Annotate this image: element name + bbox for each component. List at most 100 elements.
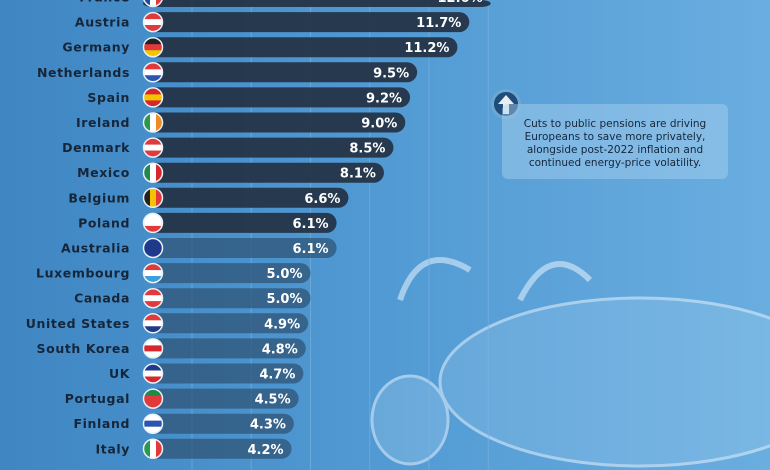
value-label: 4.9% (264, 317, 300, 332)
bar-row: Austria 11.7% (75, 11, 470, 33)
category-label: Austria (75, 15, 130, 30)
category-label: Denmark (62, 140, 130, 155)
bar-row: Finland 4.3% (74, 413, 294, 434)
bar (143, 313, 309, 334)
bar (143, 212, 337, 233)
flag-icon (142, 137, 164, 158)
value-label: 6.6% (304, 192, 340, 207)
value-label: 4.5% (255, 393, 291, 408)
category-label: Canada (74, 291, 130, 306)
flag-icon (142, 388, 164, 409)
category-label: Belgium (68, 190, 130, 205)
value-label: 4.7% (259, 368, 295, 383)
category-label: Italy (96, 441, 131, 456)
bar-row: Canada 5.0% (74, 287, 311, 309)
category-label: Germany (62, 40, 130, 55)
category-label: Spain (87, 90, 130, 105)
value-label: 11.7% (416, 16, 461, 31)
category-label: Poland (78, 215, 130, 230)
bar-row: Italy 4.2% (96, 438, 292, 460)
flag-icon (142, 212, 164, 234)
value-label: 6.1% (293, 242, 329, 257)
bar-row: Belgium 6.6% (68, 187, 349, 209)
flag-icon (143, 0, 163, 8)
bar-row: Luxembourg 5.0% (36, 262, 311, 284)
bar (143, 0, 491, 7)
category-label: UK (109, 366, 131, 381)
bar (143, 438, 292, 459)
bar (143, 363, 304, 384)
bar-row: Portugal 4.5% (65, 388, 299, 409)
bar (143, 162, 384, 183)
bar (143, 112, 406, 133)
flag-icon (142, 338, 164, 359)
bar (143, 87, 411, 108)
flag-icon (142, 438, 164, 460)
flag-icon (142, 313, 164, 334)
bar-row: Spain 9.2% (87, 87, 411, 108)
flag-icon (142, 36, 164, 58)
piggy-bank-illustration (370, 257, 770, 468)
category-label: United States (26, 316, 130, 331)
value-label: 5.0% (266, 292, 302, 307)
flag-icon (142, 237, 164, 259)
bar-row: Ireland 9.0% (76, 112, 406, 133)
value-label: 4.8% (262, 342, 298, 357)
category-label: Finland (74, 416, 131, 431)
bar (143, 62, 418, 83)
bar (143, 137, 394, 158)
flag-icon (142, 413, 164, 434)
bar-row: Netherlands 9.5% (37, 62, 418, 83)
bar (143, 187, 349, 208)
bar (143, 288, 311, 309)
value-label: 5.0% (266, 267, 302, 282)
annotation-note: Cuts to public pensions are driving Euro… (502, 104, 728, 179)
bar-row: Australia 6.1% (61, 237, 337, 259)
value-label: 8.1% (340, 167, 376, 182)
value-label: 6.1% (293, 217, 329, 232)
category-label: Portugal (65, 391, 130, 406)
flag-icon (142, 162, 164, 183)
bar-row: France 12.6% (79, 0, 491, 8)
bar (143, 37, 458, 58)
flag-icon (142, 11, 164, 33)
bar (143, 12, 470, 33)
bar-row: Denmark 8.5% (62, 137, 394, 158)
flag-icon (142, 87, 164, 108)
bar (143, 263, 311, 284)
value-label: 9.0% (361, 117, 397, 132)
flag-icon (142, 112, 164, 133)
value-label: 11.2% (404, 41, 449, 56)
flag-icon (142, 262, 164, 284)
flag-icon (142, 187, 164, 209)
bar-row: South Korea 4.8% (37, 338, 306, 359)
category-label: Netherlands (37, 65, 130, 80)
category-label: Australia (61, 241, 130, 256)
value-label: 9.2% (366, 91, 402, 106)
category-label: Mexico (77, 165, 130, 180)
bar-row: United States 4.9% (26, 313, 309, 334)
bar (143, 338, 306, 359)
value-label: 4.2% (247, 443, 283, 458)
bar (143, 238, 337, 258)
category-label: France (79, 0, 130, 5)
bar-row: Poland 6.1% (78, 212, 337, 234)
bar-row: UK 4.7% (109, 363, 304, 384)
category-label: Ireland (76, 115, 130, 130)
flag-icon (142, 363, 164, 384)
bar (143, 388, 299, 409)
value-label: 9.5% (373, 66, 409, 81)
flag-icon (142, 62, 164, 83)
category-label: Luxembourg (36, 266, 130, 281)
up-arrow-icon (491, 89, 521, 119)
value-label: 4.3% (250, 418, 286, 433)
category-label: South Korea (37, 341, 130, 356)
bar-row: Mexico 8.1% (77, 162, 384, 183)
value-label: 12.6% (438, 0, 483, 6)
bar (143, 413, 294, 434)
flag-icon (142, 287, 164, 309)
bar-row: Germany 11.2% (62, 36, 458, 58)
value-label: 8.5% (349, 142, 385, 157)
